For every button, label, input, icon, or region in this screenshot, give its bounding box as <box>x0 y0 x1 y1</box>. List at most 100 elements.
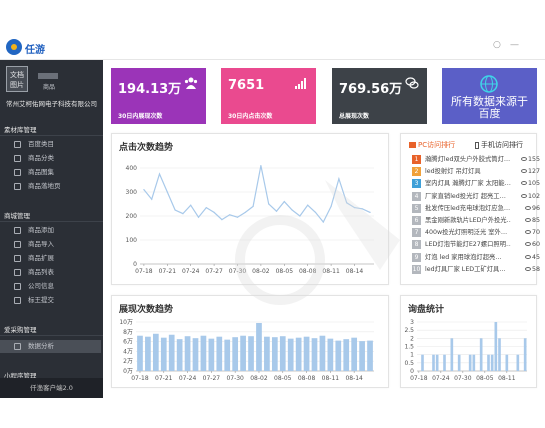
rank-views-count: 60 <box>531 241 540 249</box>
data-point <box>260 165 262 167</box>
x-tick-label: 08-05 <box>476 375 494 382</box>
tab-mobile-ranking[interactable]: 手机访问排行 <box>475 140 523 150</box>
restore-icon[interactable]: ○ <box>493 40 501 50</box>
bar <box>176 339 183 371</box>
x-tick-label: 08-11 <box>322 375 340 382</box>
sidebar-item-label: 商品分类 <box>28 154 54 162</box>
ranking-row[interactable]: 4 厂家直销led投光灯 超亮工… 102 <box>412 191 540 202</box>
data-source-card: 所有数据来源于 百度 <box>442 68 537 124</box>
rank-views-count: 102 <box>527 192 540 200</box>
ranking-row[interactable]: 5 批发传压led充电球泡灯应急… 96 <box>412 203 540 214</box>
section-aicaigou-management[interactable]: 爱采购管理 <box>0 326 102 336</box>
panel-title: 点击次数趋势 <box>119 143 174 153</box>
sidebar-item-label: 百度类目 <box>28 140 54 148</box>
sidebar-item-label: 商品导入 <box>28 240 54 248</box>
x-tick-label: 08-14 <box>345 375 363 382</box>
sidebar-item-add-product[interactable]: 商品添加 <box>14 224 101 237</box>
bar <box>450 338 454 371</box>
y-tick-label: 3 <box>410 319 414 326</box>
x-tick-label: 08-14 <box>346 268 364 275</box>
sidebar-item-landing-page[interactable]: 商品落地页 <box>14 180 101 193</box>
sidebar-item-company-info[interactable]: 公司信息 <box>14 280 101 293</box>
y-tick-label: 2 <box>410 335 414 342</box>
panel-title: 询盘统计 <box>408 305 445 315</box>
rank-views: 85 <box>524 215 540 226</box>
sidebar-item-label: 商品扩展 <box>28 254 54 262</box>
signal-bars-icon <box>295 78 306 89</box>
bar <box>327 338 334 371</box>
data-point <box>307 204 309 206</box>
ranking-row[interactable]: 2 led投射灯 吊灯灯具 127 <box>412 166 540 177</box>
rank-item-title: led投射灯 吊灯灯具 <box>425 168 481 176</box>
bar <box>490 354 494 371</box>
sidebar-item-product-category[interactable]: 商品分类 <box>14 152 101 165</box>
data-point <box>205 207 207 209</box>
data-point <box>174 209 176 211</box>
sidebar-item-product-gallery[interactable]: 商品图集 <box>14 166 101 179</box>
bar <box>505 354 509 371</box>
ranking-row[interactable]: 3 室内灯具 瀚腾灯厂家 太阳能… 105 <box>412 178 540 189</box>
rank-views: 96 <box>524 203 540 214</box>
inquiry-stats-panel: 询盘统计 0 0.5 1 1.5 2 2.5 3 07-18 07-24 07-30 08-05 08… <box>400 295 537 388</box>
stat-card-total-impressions: 769.56万 总展现次数 <box>332 68 427 124</box>
eye-icon <box>524 254 531 259</box>
sidebar-item-import-product[interactable]: 商品导入 <box>14 238 101 251</box>
ranking-row[interactable]: 1 瀚腾灯led双头户外胶式筒灯… 155 <box>412 154 540 165</box>
company-name: 常州艾柯佑网电子科技有限公司 <box>6 100 97 108</box>
extend-icon <box>14 255 21 262</box>
x-tick-label: 08-05 <box>276 268 294 275</box>
import-icon <box>14 241 21 248</box>
sidebar-item-product-extend[interactable]: 商品扩展 <box>14 252 101 265</box>
eye-icon <box>520 169 527 174</box>
data-source-note: 所有数据来源于 百度 <box>451 95 528 120</box>
minimize-icon[interactable]: — <box>510 40 519 50</box>
data-point <box>291 209 293 211</box>
rank-badge: 9 <box>412 252 421 262</box>
ranking-row[interactable]: 7 400w投光灯照明泛光 室外… 70 <box>412 227 540 238</box>
sidebar-item-label: 商品图集 <box>28 168 54 176</box>
rank-views-count: 70 <box>531 229 540 237</box>
bar <box>516 354 520 371</box>
x-tick-label: 07-21 <box>159 268 177 275</box>
tab-products[interactable]: 商品 <box>36 70 62 92</box>
bar <box>200 335 207 371</box>
section-material-library[interactable]: 素材库管理 <box>0 126 102 136</box>
eye-icon <box>520 193 527 198</box>
data-point <box>353 207 356 209</box>
tab-documents-images[interactable]: 文档 图片 <box>6 66 28 92</box>
app-logo-icon <box>6 39 22 55</box>
bar <box>248 336 254 371</box>
rank-badge: 1 <box>412 155 421 164</box>
rank-views: 70 <box>524 227 540 238</box>
sidebar-item-product-list[interactable]: 商品列表 <box>14 266 101 279</box>
data-point <box>314 211 317 213</box>
stat-label: 30日内点击次数 <box>228 113 273 120</box>
data-point <box>369 211 371 213</box>
ranking-row[interactable]: 9 灯泡 led 家用球泡灯超亮… 45 <box>412 252 540 263</box>
section-mall-management[interactable]: 商城管理 <box>0 212 103 222</box>
ranking-row[interactable]: 6 黑金刚新款轨片LED户外投光… 85 <box>412 215 540 226</box>
stat-value: 769.56万 <box>339 82 403 97</box>
y-tick-label: 1.5 <box>404 344 414 351</box>
bar <box>216 336 223 371</box>
sidebar-item-label: 商品列表 <box>28 268 54 276</box>
rank-item-title: led灯具厂家 LED工矿灯具… <box>425 265 506 273</box>
bar <box>432 354 435 371</box>
rank-badge: 6 <box>412 216 421 225</box>
sidebar-item-baidu-category[interactable]: 百度类目 <box>14 138 101 151</box>
sidebar-item-submit-top-bid[interactable]: 标王提交 <box>14 294 101 307</box>
y-tick-label: 0 <box>410 368 414 375</box>
rank-badge: 3 <box>412 179 421 189</box>
ranking-row[interactable]: 10 led灯具厂家 LED工矿灯具… 58 <box>412 264 540 275</box>
tab-pc-ranking[interactable]: PC访问排行 <box>409 140 455 150</box>
bar <box>421 354 424 371</box>
bar <box>311 338 318 371</box>
stat-card-clicks-30d: 7651 30日内点击次数 <box>221 68 316 124</box>
rank-views-count: 155 <box>527 156 540 163</box>
tab-label: PC访问排行 <box>418 141 456 149</box>
stat-label: 30日内展现次数 <box>118 113 163 120</box>
sidebar-item-data-analysis[interactable]: 数据分析 <box>0 340 101 353</box>
rank-views: 105 <box>520 178 540 189</box>
bar <box>343 339 350 371</box>
ranking-row[interactable]: 8 LED灯泡节能灯E27螺口照明… 60 <box>412 239 540 250</box>
